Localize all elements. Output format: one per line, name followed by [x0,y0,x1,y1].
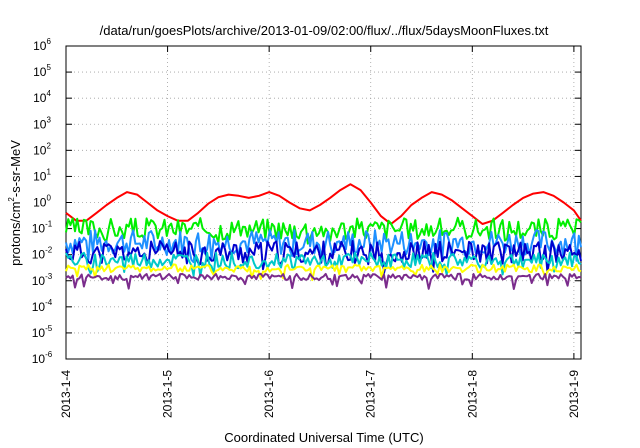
series-line-1 [65,183,582,225]
series-line-5 [65,251,582,278]
y-axis-label-sup: 2 [7,197,16,202]
y-tick-label: 10-5 [32,324,53,340]
y-axis-label-rest: -s-sr-MeV [8,140,23,197]
y-tick-label: 103 [33,115,51,131]
series-line-4 [65,240,582,274]
y-tick-label: 101 [33,167,51,183]
y-tick-label: 10-4 [32,298,53,314]
y-axis-label-base: protons/cm [8,202,23,266]
x-tick-label: 2013-1-7 [364,370,378,418]
y-axis-label: protons/cm2-s-sr-MeV [7,140,23,266]
y-tick-label: 10-1 [32,220,53,236]
x-tick-label: 2013-1-6 [262,370,276,418]
x-tick-label: 2013-1-4 [59,370,73,418]
axis-ticks: 10-6 10-5 10-4 10-3 10-2 10-1 100 101 102 103 104 1… [32,37,581,418]
x-tick-label: 2013-1-8 [465,370,479,418]
y-tick-label: 102 [33,141,51,157]
y-tick-label: 105 [33,63,51,79]
y-tick-label: 106 [33,37,51,53]
x-axis-label: Coordinated Universal Time (UTC) [224,430,423,445]
chart-title: /data/run/goesPlots/archive/2013-01-09/0… [100,23,549,38]
y-tick-label: 10-3 [32,272,53,288]
series-line-6 [65,263,582,282]
series-group [65,183,582,290]
y-tick-label: 104 [33,89,51,105]
x-tick-label: 2013-1-9 [567,370,581,418]
x-tick-label: 2013-1-5 [161,370,175,418]
series-line-7 [65,272,582,290]
y-tick-label: 10-2 [32,246,53,262]
series-line-2 [65,216,582,245]
y-tick-label: 100 [33,194,51,210]
y-tick-label: 10-6 [32,350,53,366]
